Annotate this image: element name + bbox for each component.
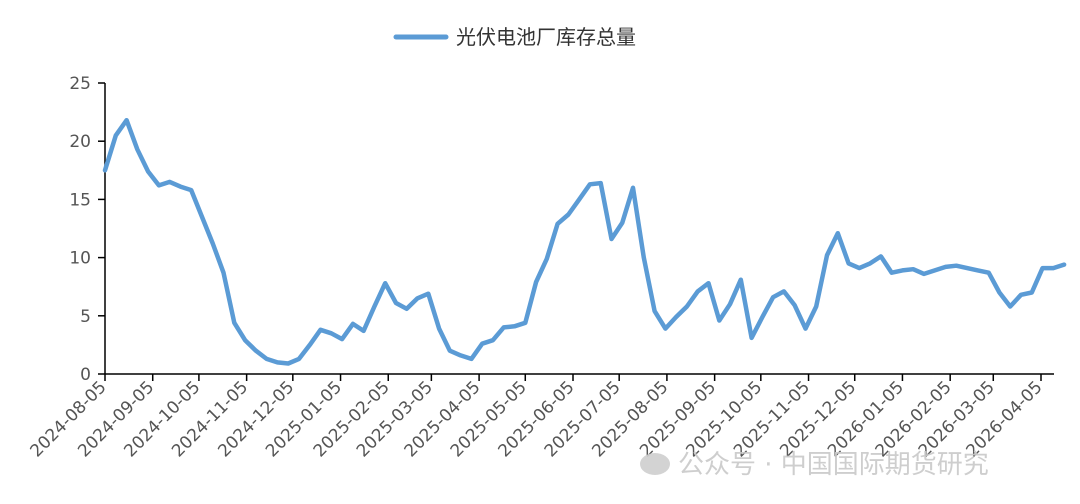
legend: 光伏电池厂库存总量 — [393, 25, 636, 49]
wechat-icon — [640, 453, 670, 475]
y-axis: 0 5 10 15 20 25 — [69, 74, 106, 385]
series-line — [102, 117, 1067, 366]
y-tick-label: 10 — [69, 249, 91, 269]
series-layer — [102, 117, 1067, 366]
y-tick-label: 5 — [80, 307, 91, 327]
y-tick-label: 0 — [80, 365, 91, 385]
legend-label: 光伏电池厂库存总量 — [456, 25, 636, 49]
y-tick-label: 25 — [69, 74, 91, 94]
y-tick-label: 15 — [69, 190, 91, 210]
watermark-text: 公众号 · 中国国际期货研究 — [678, 450, 989, 480]
watermark: 公众号 · 中国国际期货研究 — [640, 444, 989, 481]
y-tick-label: 20 — [69, 132, 91, 152]
